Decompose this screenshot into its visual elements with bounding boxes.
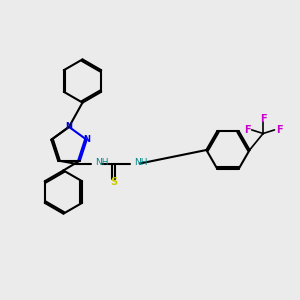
Text: F: F <box>244 125 250 135</box>
Text: F: F <box>276 125 282 135</box>
Text: NH: NH <box>134 158 147 167</box>
Text: NH: NH <box>95 158 108 167</box>
Text: N: N <box>83 135 90 144</box>
Text: N: N <box>65 122 73 131</box>
Text: S: S <box>110 177 117 188</box>
Text: F: F <box>260 113 266 124</box>
